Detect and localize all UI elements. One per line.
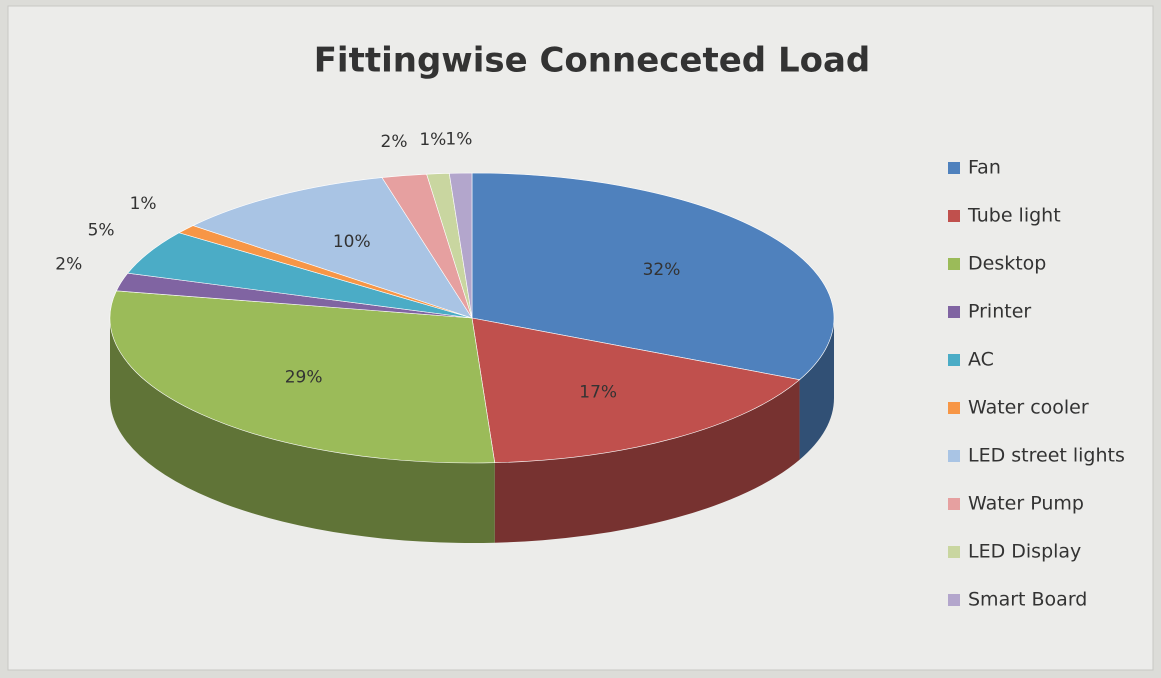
slice — [192, 177, 473, 319]
data-label: 29% — [285, 367, 323, 387]
legend-swatch — [948, 450, 960, 462]
data-label: 17% — [579, 382, 617, 402]
chart-title: Fittingwise Conneceted Load — [314, 41, 871, 81]
legend-label: LED street lights — [968, 445, 1125, 467]
slice — [109, 290, 496, 464]
slice-side — [799, 318, 834, 460]
legend-swatch — [948, 258, 960, 270]
data-label: 32% — [643, 260, 681, 280]
legend-swatch — [948, 594, 960, 606]
slice — [471, 172, 835, 381]
legend-label: AC — [968, 349, 994, 371]
data-label: 2% — [381, 132, 408, 152]
data-label: 1% — [445, 129, 472, 149]
data-label: 1% — [419, 130, 446, 150]
legend-label: Water Pump — [968, 493, 1084, 515]
legend-swatch — [948, 210, 960, 222]
legend-label: Smart Board — [968, 589, 1087, 611]
slice-side — [110, 318, 495, 543]
slice — [448, 172, 473, 319]
legend-swatch — [948, 498, 960, 510]
legend-label: Printer — [968, 301, 1031, 323]
legend-label: Desktop — [968, 253, 1046, 275]
data-label: 5% — [88, 220, 115, 240]
legend-swatch — [948, 402, 960, 414]
legend-swatch — [948, 162, 960, 174]
data-label: 2% — [55, 255, 82, 275]
legend-label: Fan — [968, 157, 1001, 179]
data-label: 10% — [333, 232, 371, 252]
legend-swatch — [948, 546, 960, 558]
legend-label: Tube light — [967, 205, 1061, 227]
legend-label: LED Display — [968, 541, 1081, 563]
legend-label: Water cooler — [968, 397, 1089, 419]
slice — [471, 317, 801, 464]
legend-swatch — [948, 306, 960, 318]
legend-swatch — [948, 354, 960, 366]
data-label: 1% — [130, 194, 157, 214]
slice-side — [494, 379, 800, 543]
